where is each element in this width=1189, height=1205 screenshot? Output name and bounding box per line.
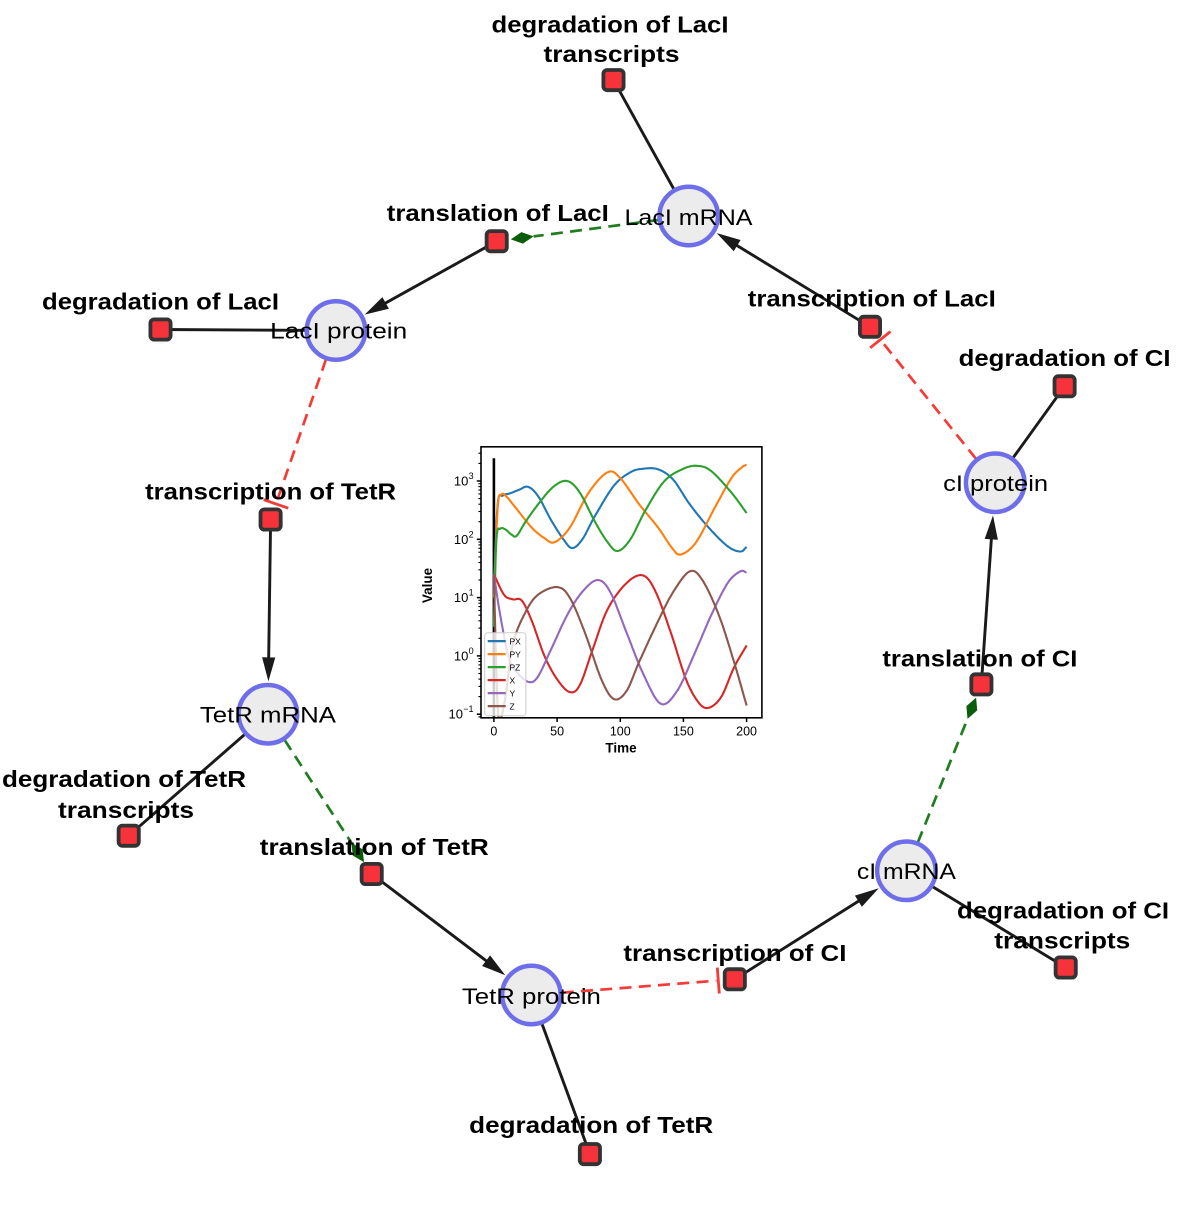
svg-text:2: 2 xyxy=(469,529,474,539)
svg-text:TetR mRNA: TetR mRNA xyxy=(200,702,336,727)
svg-text:10: 10 xyxy=(454,532,468,547)
svg-text:degradation of LacI: degradation of LacI xyxy=(492,11,729,37)
svg-text:Value: Value xyxy=(420,567,435,603)
svg-text:1: 1 xyxy=(469,588,474,598)
svg-text:transcription of TetR: transcription of TetR xyxy=(145,478,396,504)
svg-text:degradation of CI: degradation of CI xyxy=(957,897,1169,923)
svg-text:translation of CI: translation of CI xyxy=(882,645,1077,671)
svg-text:0: 0 xyxy=(490,724,497,738)
svg-text:Z: Z xyxy=(510,701,515,711)
svg-text:150: 150 xyxy=(673,724,694,738)
svg-text:Time: Time xyxy=(605,741,637,756)
svg-text:PY: PY xyxy=(510,649,522,659)
svg-text:PZ: PZ xyxy=(510,662,521,672)
svg-text:0: 0 xyxy=(469,646,474,656)
svg-text:TetR protein: TetR protein xyxy=(462,984,601,1009)
svg-text:10: 10 xyxy=(449,707,463,722)
svg-text:transcription of CI: transcription of CI xyxy=(623,940,846,966)
svg-text:translation of LacI: translation of LacI xyxy=(387,200,609,226)
svg-text:50: 50 xyxy=(550,724,564,738)
svg-text:translation of TetR: translation of TetR xyxy=(260,834,489,860)
svg-text:LacI mRNA: LacI mRNA xyxy=(625,205,753,230)
svg-text:transcription of LacI: transcription of LacI xyxy=(748,286,996,312)
svg-text:degradation of TetR: degradation of TetR xyxy=(2,766,246,792)
svg-text:10: 10 xyxy=(454,590,468,605)
svg-text:degradation of TetR: degradation of TetR xyxy=(469,1112,713,1138)
svg-text:degradation of LacI: degradation of LacI xyxy=(42,288,279,314)
svg-text:transcripts: transcripts xyxy=(994,928,1130,954)
svg-text:X: X xyxy=(510,675,516,685)
svg-text:transcripts: transcripts xyxy=(58,797,194,823)
svg-text:PX: PX xyxy=(510,636,522,646)
svg-text:Y: Y xyxy=(510,688,516,698)
svg-text:transcripts: transcripts xyxy=(544,41,680,67)
svg-text:cI mRNA: cI mRNA xyxy=(857,859,956,884)
svg-text:10: 10 xyxy=(454,648,468,663)
svg-text:100: 100 xyxy=(610,724,631,738)
svg-text:200: 200 xyxy=(736,724,757,738)
svg-text:degradation of CI: degradation of CI xyxy=(959,345,1171,371)
svg-text:10: 10 xyxy=(454,474,468,489)
svg-text:cI protein: cI protein xyxy=(943,471,1048,496)
svg-text:−1: −1 xyxy=(463,704,473,714)
svg-text:LacI protein: LacI protein xyxy=(270,318,407,343)
svg-text:3: 3 xyxy=(469,471,474,481)
